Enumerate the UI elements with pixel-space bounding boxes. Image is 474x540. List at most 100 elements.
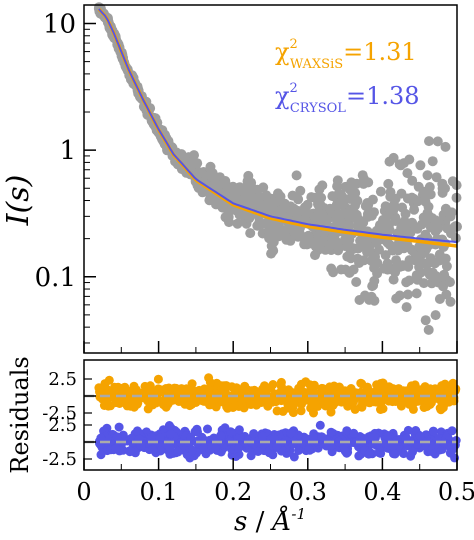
- residual-point: [246, 400, 256, 409]
- residual-point: [258, 431, 267, 441]
- residual-point: [325, 382, 335, 392]
- data-point: [374, 244, 384, 255]
- data-point: [354, 295, 365, 305]
- data-point: [450, 233, 461, 244]
- data-point: [351, 277, 362, 287]
- residual-point: [408, 385, 418, 394]
- residual-point: [102, 398, 112, 408]
- residuals-panel: 2.5-2.52.5-2.5 0 0.1 0.2 0.3 0.4 0.5 Residual…: [6, 341, 474, 537]
- data-point: [430, 226, 441, 237]
- data-point: [445, 296, 456, 307]
- data-point: [358, 255, 369, 266]
- y-tick-label: 1: [59, 136, 76, 166]
- data-point: [314, 242, 325, 252]
- chi-symbol: χ: [275, 38, 290, 66]
- residual-point: [112, 432, 122, 442]
- data-point: [388, 274, 399, 285]
- residual-point: [166, 429, 176, 439]
- residual-point: [164, 421, 174, 430]
- data-point: [244, 195, 255, 206]
- residual-point: [253, 447, 263, 456]
- residual-point: [164, 396, 174, 406]
- x-axis-unit-exponent: -1: [291, 505, 306, 523]
- data-point: [314, 184, 325, 195]
- data-point: [422, 208, 433, 219]
- data-point: [333, 242, 344, 253]
- data-point: [449, 222, 460, 233]
- data-point: [248, 184, 259, 195]
- data-point: [429, 272, 439, 283]
- data-point: [327, 191, 338, 202]
- residual-point: [413, 439, 422, 449]
- data-point: [415, 160, 426, 171]
- residual-point: [447, 426, 457, 436]
- residual-point: [96, 433, 106, 443]
- residual-point: [173, 388, 183, 398]
- data-point: [338, 199, 349, 209]
- data-point: [407, 175, 418, 186]
- data-point: [404, 275, 415, 286]
- residual-point: [249, 429, 259, 439]
- residual-point: [278, 406, 288, 416]
- data-point: [371, 236, 382, 247]
- x-tick-label: 0: [76, 478, 91, 506]
- data-point: [348, 264, 359, 275]
- data-point: [344, 221, 355, 232]
- x-axis-ticks: 0 0.1 0.2 0.3 0.4 0.5: [76, 341, 474, 506]
- residual-point: [114, 422, 124, 432]
- residual-point: [156, 446, 165, 456]
- x-axis-variable: s: [234, 507, 247, 537]
- data-point: [372, 225, 383, 236]
- residual-point: [125, 446, 135, 456]
- residual-point: [408, 447, 417, 457]
- data-point: [402, 240, 413, 251]
- residual-point: [165, 449, 175, 459]
- residual-point: [388, 441, 398, 451]
- data-point: [392, 261, 403, 272]
- residual-point: [415, 431, 425, 441]
- residual-tick-label: 2.5: [48, 369, 77, 390]
- data-point: [402, 168, 413, 179]
- residual-point: [356, 378, 366, 388]
- data-point: [192, 158, 203, 169]
- data-point: [422, 170, 433, 181]
- data-point: [382, 264, 393, 275]
- residual-point: [294, 383, 304, 393]
- residual-point: [144, 396, 154, 405]
- residual-point: [364, 449, 374, 459]
- data-point: [440, 141, 451, 152]
- data-point: [328, 267, 339, 278]
- data-point: [345, 253, 356, 264]
- residual-point: [445, 448, 455, 458]
- data-point: [394, 244, 405, 255]
- residual-point: [349, 397, 358, 407]
- residual-point: [289, 452, 299, 462]
- crysol-fit-line: [98, 8, 458, 243]
- residual-point: [234, 444, 243, 453]
- data-point: [325, 203, 335, 214]
- data-point: [416, 242, 426, 253]
- data-point: [358, 178, 369, 189]
- data-point: [363, 235, 374, 246]
- data-point: [341, 235, 352, 246]
- data-point: [288, 203, 299, 214]
- data-point: [189, 150, 199, 161]
- data-point: [375, 186, 386, 197]
- data-point: [347, 185, 358, 196]
- intensity-y-ticks: 10 1 0.1: [35, 10, 96, 344]
- residual-point: [96, 450, 106, 460]
- residual-point: [222, 381, 231, 391]
- residual-point: [308, 432, 318, 442]
- residual-point: [443, 387, 453, 397]
- data-point: [383, 178, 394, 189]
- data-point: [276, 204, 287, 215]
- data-point: [313, 206, 324, 217]
- data-point: [302, 199, 313, 210]
- residual-tick-label: -2.5: [42, 449, 77, 470]
- data-point: [299, 239, 310, 250]
- data-point: [382, 237, 393, 248]
- data-point: [245, 228, 256, 239]
- residual-point: [155, 433, 165, 443]
